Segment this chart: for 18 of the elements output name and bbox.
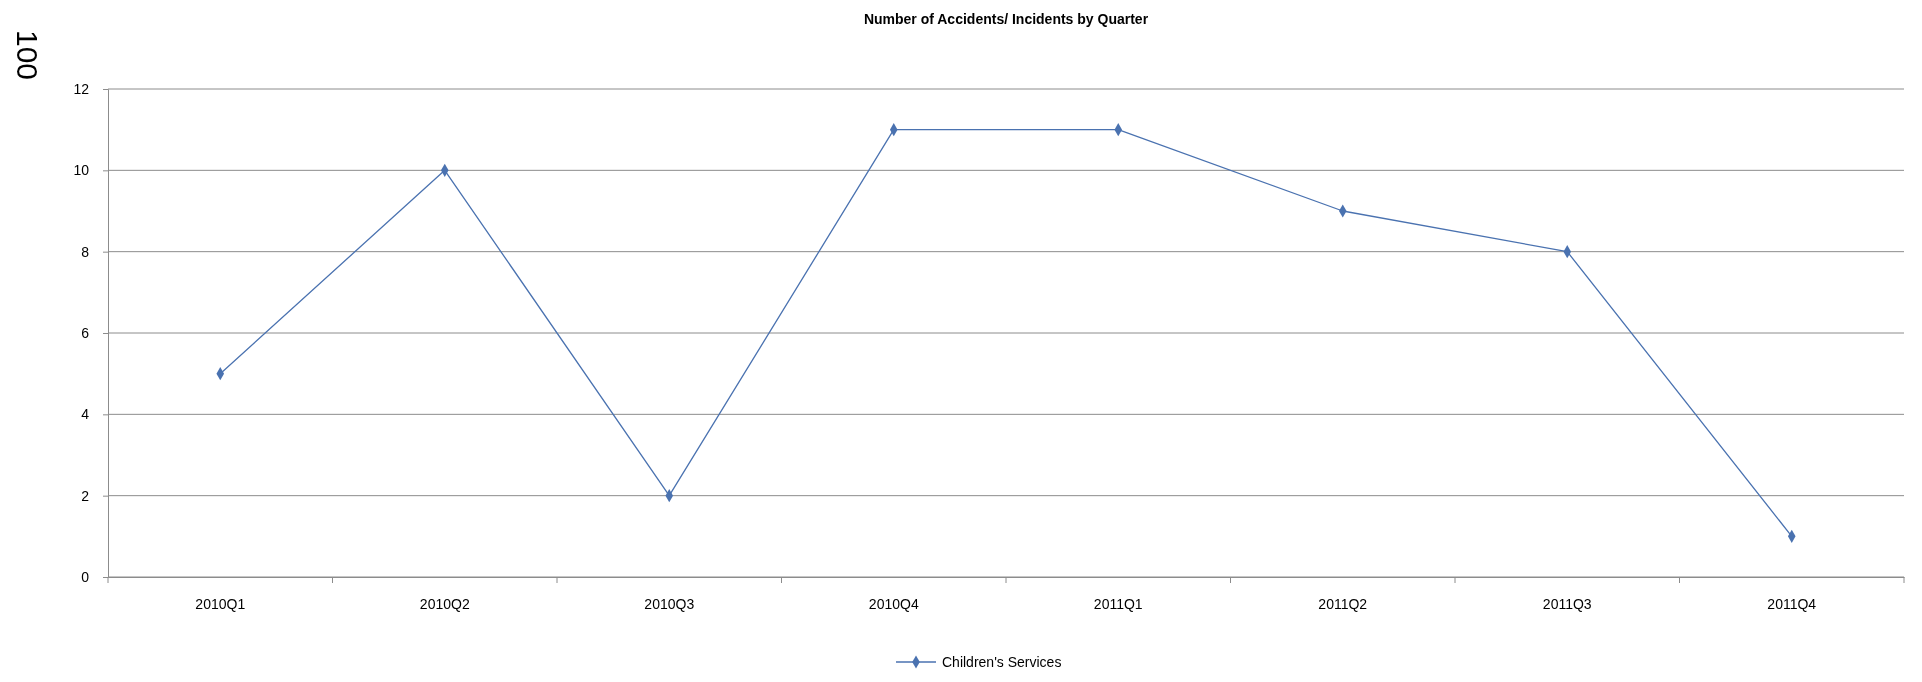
x-tick-label: 2010Q2 [419,595,470,612]
x-tick-label: 2011Q4 [1767,595,1817,612]
chart-title: Number of Accidents/ Incidents by Quarter [863,11,1149,27]
text: 100 [11,30,44,81]
y-tick-label: 12 [73,80,90,97]
x-tick-label: 2011Q2 [1318,595,1368,612]
y-tick-label: 4 [81,406,90,423]
legend-label: Children's Services [942,653,1062,670]
y-tick-label: 0 [81,568,90,585]
y-tick-label: 2 [81,487,90,504]
x-tick-label: 2010Q1 [195,595,246,612]
x-tick-label: 2011Q1 [1093,595,1143,612]
x-tick-label: 2010Q4 [868,595,919,612]
x-tick-label: 2010Q3 [644,595,695,612]
y-tick-label: 10 [73,162,90,179]
y-tick-label: 8 [81,243,90,260]
y-tick-label: 6 [81,324,90,341]
x-tick-label: 2011Q3 [1542,595,1592,612]
